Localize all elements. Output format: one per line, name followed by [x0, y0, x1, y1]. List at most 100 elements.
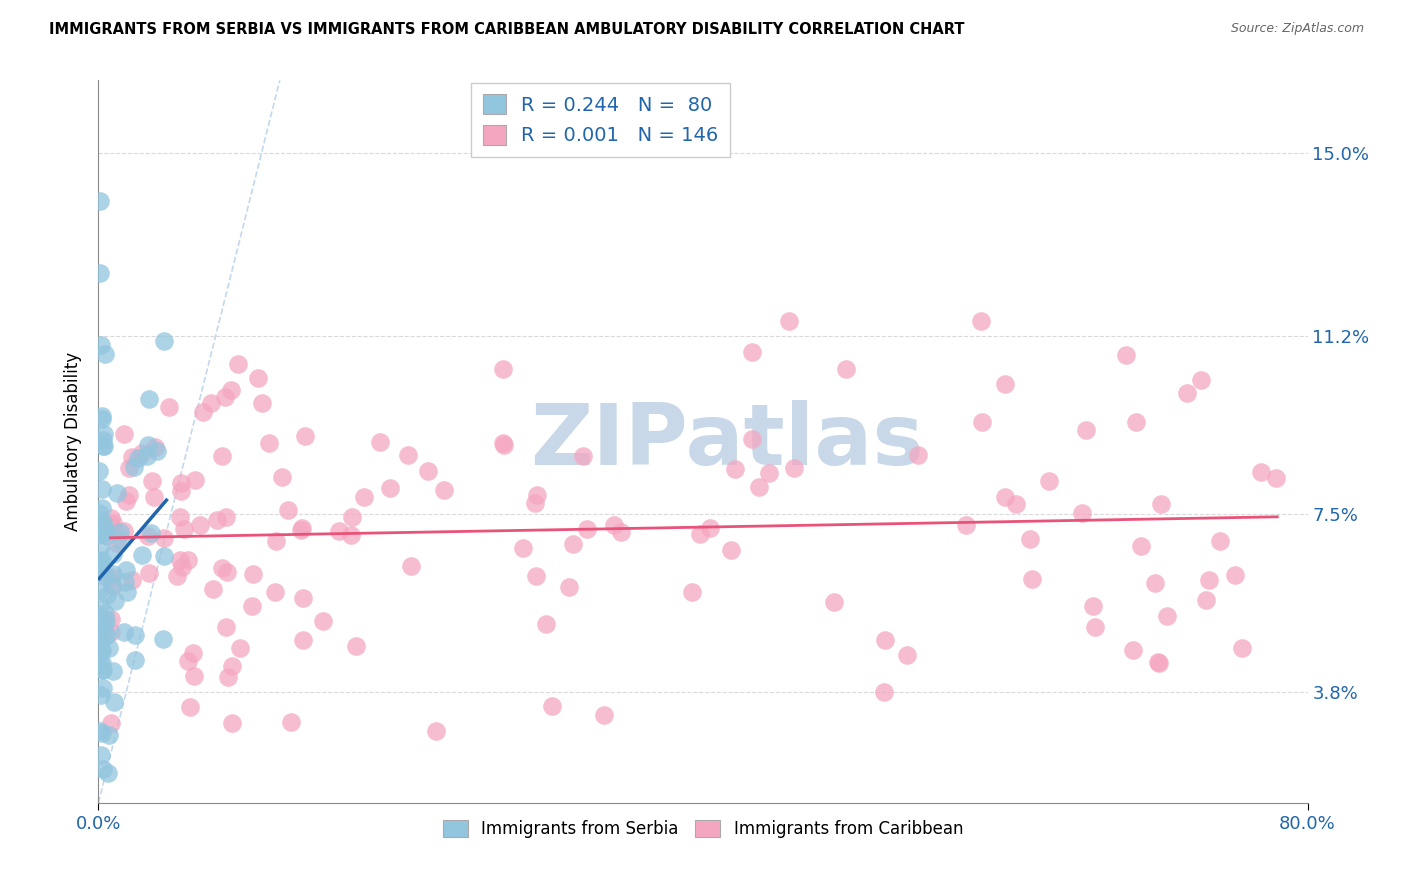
Point [114, 563, 136, 577]
Point [492, 362, 515, 376]
Point [200, 395, 222, 409]
Point [177, 553, 200, 567]
Point [1125, 415, 1147, 429]
Point [90, 555, 112, 569]
Point [534, 616, 557, 631]
Point [512, 541, 534, 556]
Point [214, 390, 236, 404]
Point [741, 432, 763, 446]
Point [524, 496, 547, 510]
Point [955, 517, 977, 532]
Point [575, 523, 598, 537]
Point [104, 593, 127, 607]
Point [1149, 656, 1171, 670]
Point [98, 728, 121, 742]
Point [592, 708, 614, 723]
Point [122, 459, 145, 474]
Point [89, 620, 111, 634]
Point [183, 669, 205, 683]
Point [91, 642, 114, 657]
Point [835, 362, 858, 376]
Point [121, 450, 143, 465]
Point [217, 670, 239, 684]
Point [681, 584, 703, 599]
Point [494, 438, 516, 452]
Point [873, 633, 896, 648]
Point [396, 448, 419, 462]
Point [783, 461, 806, 475]
Point [90, 664, 112, 678]
Point [250, 395, 273, 409]
Point [1265, 471, 1288, 485]
Point [221, 383, 243, 397]
Point [94, 606, 117, 620]
Point [896, 648, 918, 662]
Point [292, 591, 315, 606]
Point [257, 435, 280, 450]
Point [1084, 619, 1107, 633]
Point [112, 524, 135, 538]
Point [91, 412, 114, 426]
Point [242, 567, 264, 582]
Point [1156, 608, 1178, 623]
Point [143, 440, 166, 454]
Point [101, 567, 124, 582]
Point [101, 547, 124, 561]
Point [1175, 386, 1198, 401]
Point [1198, 573, 1220, 587]
Point [101, 579, 124, 593]
Y-axis label: Ambulatory Disability: Ambulatory Disability [65, 352, 83, 531]
Point [90, 645, 112, 659]
Point [724, 462, 747, 476]
Point [748, 480, 770, 494]
Point [572, 449, 595, 463]
Point [91, 762, 114, 776]
Point [344, 639, 367, 653]
Point [131, 548, 153, 562]
Point [425, 723, 447, 738]
Point [89, 554, 111, 568]
Point [741, 344, 763, 359]
Point [433, 483, 456, 497]
Point [91, 501, 114, 516]
Point [138, 566, 160, 580]
Point [96, 588, 118, 602]
Point [169, 553, 191, 567]
Point [1195, 593, 1218, 607]
Point [1005, 496, 1028, 510]
Point [166, 568, 188, 582]
Point [169, 475, 191, 490]
Point [90, 688, 112, 702]
Point [89, 507, 111, 521]
Point [540, 699, 562, 714]
Point [100, 570, 122, 584]
Point [89, 582, 111, 596]
Point [114, 494, 136, 508]
Point [90, 526, 112, 541]
Point [280, 715, 302, 730]
Point [1076, 423, 1098, 437]
Point [138, 392, 160, 406]
Point [1021, 573, 1043, 587]
Point [121, 573, 143, 587]
Point [108, 525, 131, 540]
Point [558, 580, 581, 594]
Point [90, 657, 112, 672]
Point [524, 569, 547, 583]
Point [103, 694, 125, 708]
Point [177, 654, 200, 668]
Legend: Immigrants from Serbia, Immigrants from Caribbean: Immigrants from Serbia, Immigrants from … [436, 814, 970, 845]
Point [89, 624, 111, 638]
Point [211, 450, 233, 464]
Point [1130, 539, 1153, 553]
Point [94, 570, 117, 584]
Point [263, 584, 285, 599]
Point [98, 641, 121, 656]
Point [172, 560, 194, 574]
Point [1018, 532, 1040, 546]
Point [91, 657, 114, 671]
Point [294, 429, 316, 443]
Point [89, 563, 111, 577]
Point [416, 464, 439, 478]
Point [136, 449, 159, 463]
